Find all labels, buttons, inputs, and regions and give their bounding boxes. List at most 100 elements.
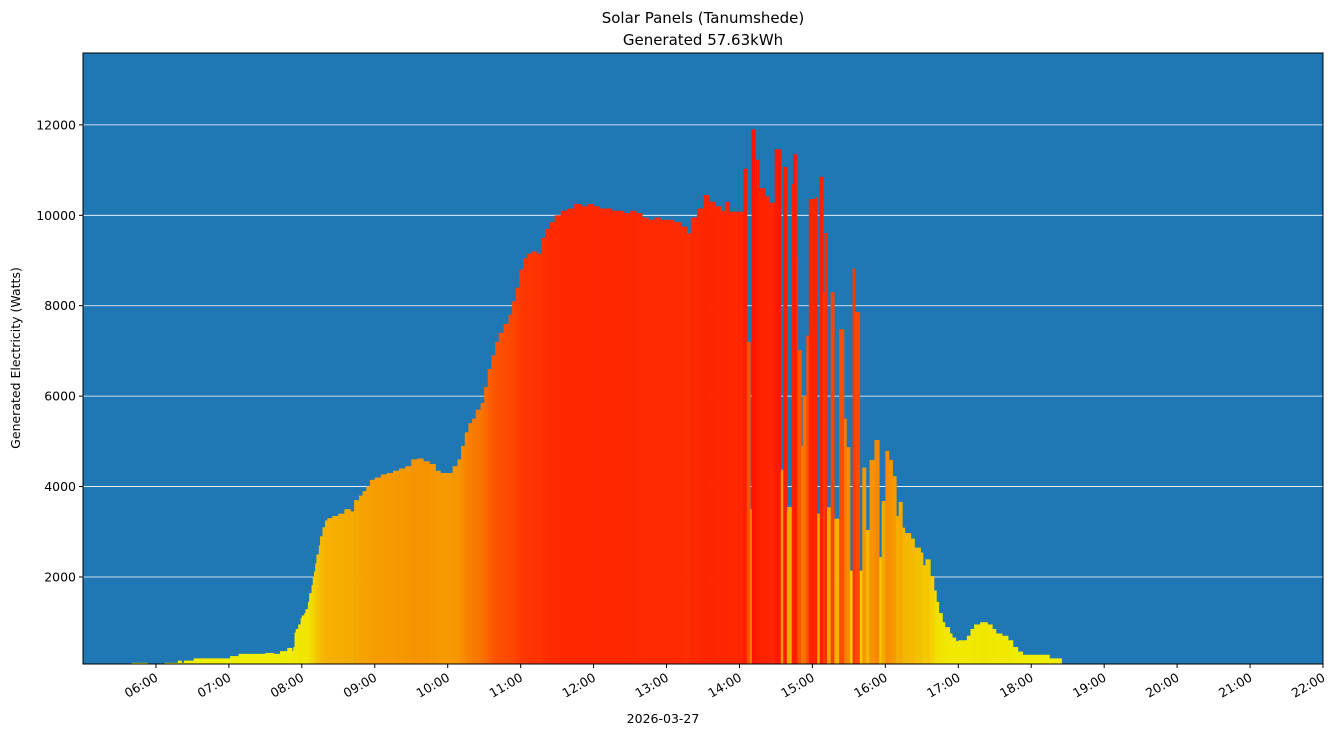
bar — [865, 529, 870, 664]
bar — [1008, 640, 1014, 664]
bar — [293, 647, 295, 664]
bar — [992, 628, 997, 664]
x-tick-label: 09:00 — [341, 670, 380, 701]
bar — [350, 511, 355, 664]
bar — [690, 217, 698, 664]
bar — [687, 233, 692, 664]
bar — [287, 647, 293, 664]
bar — [399, 468, 406, 664]
x-tick-label: 15:00 — [778, 670, 817, 701]
bar — [802, 395, 807, 664]
bar — [498, 332, 504, 664]
bar — [605, 208, 613, 665]
bar — [648, 219, 655, 665]
bar — [369, 479, 376, 664]
bar — [265, 652, 275, 664]
bar — [786, 506, 793, 664]
bar — [797, 350, 802, 664]
x-axis-label: 2026-03-27 — [627, 711, 700, 726]
bar — [827, 507, 831, 664]
bar — [925, 559, 931, 664]
bar — [311, 585, 314, 664]
bars — [131, 129, 1070, 665]
x-tick-label: 11:00 — [486, 670, 525, 701]
bar — [774, 149, 782, 664]
bar — [796, 256, 799, 664]
bar — [642, 217, 649, 664]
bar — [854, 312, 861, 664]
bar — [630, 210, 637, 664]
bar — [910, 538, 915, 664]
bar — [549, 222, 555, 664]
y-tick-label: 6000 — [44, 389, 76, 404]
bar — [1017, 651, 1024, 664]
bar — [452, 466, 458, 664]
bar — [850, 570, 853, 664]
bar — [301, 615, 305, 664]
bar — [411, 459, 418, 664]
bar — [273, 653, 281, 664]
bar — [980, 622, 988, 664]
bar — [313, 571, 316, 664]
bar — [193, 658, 231, 664]
bar — [755, 159, 760, 664]
bar — [457, 459, 462, 664]
bar — [806, 335, 810, 664]
x-tick-label: 20:00 — [1143, 670, 1182, 701]
bar — [294, 632, 297, 664]
x-tick-label: 08:00 — [268, 670, 307, 701]
bar — [309, 593, 312, 664]
bar — [715, 206, 722, 664]
bar — [587, 203, 594, 664]
bar — [324, 520, 328, 664]
bar — [819, 176, 824, 664]
bar — [531, 251, 537, 664]
x-tick-label: 17:00 — [924, 670, 963, 701]
bar — [183, 660, 194, 664]
bar — [316, 554, 320, 664]
bar — [464, 432, 469, 664]
bar — [295, 628, 299, 664]
x-tick-label: 22:00 — [1289, 670, 1328, 701]
bar — [709, 201, 716, 664]
bar — [746, 341, 751, 664]
bar — [332, 515, 339, 664]
bar — [830, 292, 835, 664]
bar — [823, 292, 825, 664]
bar — [995, 633, 1003, 664]
bar — [751, 129, 756, 664]
x-tick-label: 14:00 — [705, 670, 744, 701]
bar — [729, 211, 744, 664]
x-tick-label: 16:00 — [851, 670, 890, 701]
bar — [902, 527, 906, 664]
bar — [566, 208, 575, 665]
bar — [304, 613, 306, 664]
bar — [581, 206, 588, 664]
bar — [666, 219, 675, 665]
bar — [611, 210, 619, 664]
bar — [599, 208, 607, 665]
bar — [362, 491, 367, 664]
bar — [238, 653, 266, 664]
bar — [814, 197, 818, 664]
bar — [636, 213, 643, 664]
bar — [938, 613, 943, 664]
bar — [447, 472, 453, 664]
bar — [801, 445, 803, 664]
bar — [792, 154, 797, 664]
bar — [881, 501, 886, 664]
bar — [958, 640, 968, 664]
x-tick-label: 12:00 — [559, 670, 598, 701]
bar — [544, 228, 551, 665]
bar — [230, 656, 239, 664]
bar — [358, 495, 363, 664]
bar — [892, 476, 897, 664]
bar — [970, 628, 975, 664]
bar — [852, 268, 856, 664]
bar — [338, 513, 345, 664]
y-axis: 2000 4000 6000 8000 10000 12000 — [36, 117, 83, 584]
bar — [300, 618, 303, 664]
bar — [380, 474, 388, 664]
bar — [933, 590, 937, 664]
bar — [974, 624, 981, 664]
